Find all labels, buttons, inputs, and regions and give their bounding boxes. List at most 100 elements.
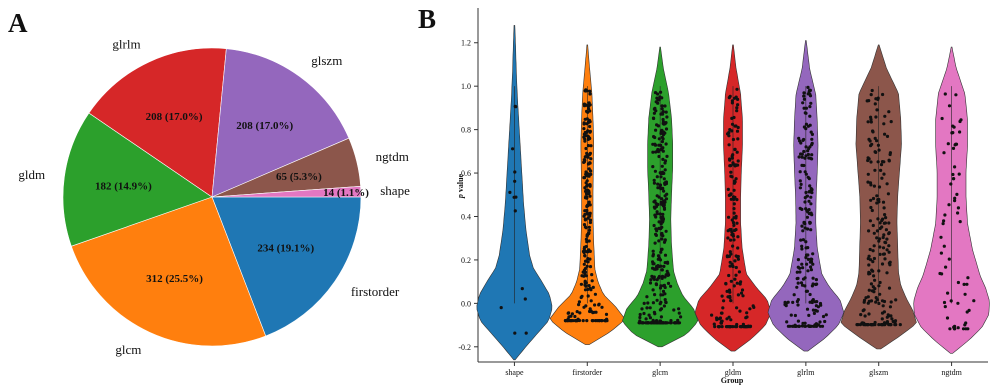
violin-point bbox=[887, 110, 891, 114]
y-tick-label: 0.4 bbox=[461, 212, 471, 221]
violin-point bbox=[810, 137, 814, 141]
violin-point bbox=[803, 111, 807, 115]
violin-point bbox=[736, 137, 740, 141]
violin-point bbox=[661, 149, 665, 153]
violin-point bbox=[663, 298, 667, 302]
violin-point bbox=[939, 251, 944, 255]
violin-point bbox=[867, 299, 871, 303]
violin-point bbox=[718, 316, 723, 320]
violin-point bbox=[587, 212, 591, 216]
pie-value-glszm: 208 (17.0%) bbox=[236, 120, 293, 132]
violin-point bbox=[740, 288, 745, 292]
violin-point bbox=[886, 192, 891, 196]
violin-point bbox=[587, 239, 591, 243]
violin-point bbox=[513, 179, 517, 183]
violin-point bbox=[732, 238, 736, 242]
violin-point bbox=[726, 187, 730, 191]
violin-point bbox=[796, 265, 800, 269]
violin-point bbox=[797, 155, 801, 159]
violin-point bbox=[738, 309, 742, 313]
violin-point bbox=[657, 154, 661, 159]
violin-point bbox=[796, 281, 800, 285]
violin-point bbox=[676, 321, 680, 325]
violin-point bbox=[811, 282, 815, 286]
violin-point bbox=[580, 274, 584, 278]
violin-point bbox=[877, 185, 882, 189]
violin-point bbox=[883, 257, 887, 261]
violin-point bbox=[875, 108, 879, 112]
violin-point bbox=[587, 228, 592, 232]
violin-point bbox=[954, 142, 959, 146]
pie-value-glrlm: 208 (17.0%) bbox=[146, 111, 203, 123]
violin-point bbox=[799, 238, 803, 242]
violin-point bbox=[804, 172, 808, 176]
panel-letter-a: A bbox=[8, 8, 28, 38]
violin-point bbox=[880, 317, 884, 321]
violin-point bbox=[957, 172, 961, 176]
violin-point bbox=[729, 238, 733, 242]
violin-point bbox=[658, 183, 662, 187]
violin-point bbox=[954, 93, 958, 97]
violin-point bbox=[508, 190, 512, 194]
violin-point bbox=[820, 324, 825, 328]
violin-point bbox=[730, 122, 735, 126]
violin-point bbox=[661, 137, 665, 141]
violin-point bbox=[798, 179, 802, 183]
x-tick-label-gldm: gldm bbox=[725, 368, 742, 377]
violin-point bbox=[731, 137, 736, 142]
violin-point bbox=[513, 331, 517, 335]
violin-point bbox=[660, 237, 664, 241]
violin-point bbox=[872, 256, 877, 261]
violin-point bbox=[803, 200, 807, 204]
violin-point bbox=[660, 276, 664, 280]
violin-point bbox=[801, 138, 805, 142]
violin-point bbox=[651, 301, 656, 305]
violin-point bbox=[659, 175, 663, 179]
violin-point bbox=[793, 313, 798, 318]
violin-point bbox=[799, 182, 803, 186]
violin-point bbox=[582, 127, 586, 131]
pie-value-glcm: 312 (25.5%) bbox=[146, 273, 203, 285]
violin-point bbox=[802, 97, 807, 101]
violin-point bbox=[727, 325, 731, 329]
violin-point bbox=[821, 314, 826, 319]
violin-point bbox=[732, 211, 736, 215]
violin-point bbox=[588, 109, 592, 113]
violin-point bbox=[730, 233, 734, 237]
violin-point bbox=[732, 223, 736, 227]
violin-point bbox=[797, 136, 801, 140]
violin-point bbox=[650, 274, 654, 278]
violin-point bbox=[881, 92, 885, 97]
violin-point bbox=[524, 331, 528, 335]
violin-point bbox=[784, 304, 788, 308]
violin-point bbox=[868, 219, 873, 223]
violin-point bbox=[809, 211, 813, 215]
violin-point bbox=[888, 323, 893, 327]
violin-point bbox=[584, 237, 589, 241]
panel-letter-b: B bbox=[418, 4, 436, 34]
violin-point bbox=[663, 104, 667, 108]
violin-point bbox=[881, 304, 885, 308]
violin-point bbox=[802, 149, 806, 154]
violin-point bbox=[659, 90, 663, 94]
violin-point bbox=[660, 197, 664, 201]
violin-point bbox=[956, 206, 961, 210]
violin-point bbox=[638, 321, 642, 325]
violin-point bbox=[811, 308, 816, 312]
violin-point bbox=[654, 227, 658, 231]
violin-point bbox=[869, 183, 873, 187]
violin-point bbox=[657, 276, 661, 280]
violin-point bbox=[875, 298, 879, 302]
violin-point bbox=[806, 175, 810, 179]
violin-point bbox=[725, 289, 729, 293]
violin-point bbox=[661, 110, 665, 114]
violin-point bbox=[513, 104, 517, 108]
violin-point bbox=[873, 150, 877, 154]
violin-point bbox=[732, 115, 736, 120]
pie-slice-glrlm bbox=[88, 47, 227, 198]
violin-point bbox=[523, 297, 527, 301]
violin-point bbox=[586, 144, 591, 148]
violin-point bbox=[585, 209, 589, 213]
violin-point bbox=[963, 292, 967, 296]
violin-point bbox=[728, 260, 732, 264]
